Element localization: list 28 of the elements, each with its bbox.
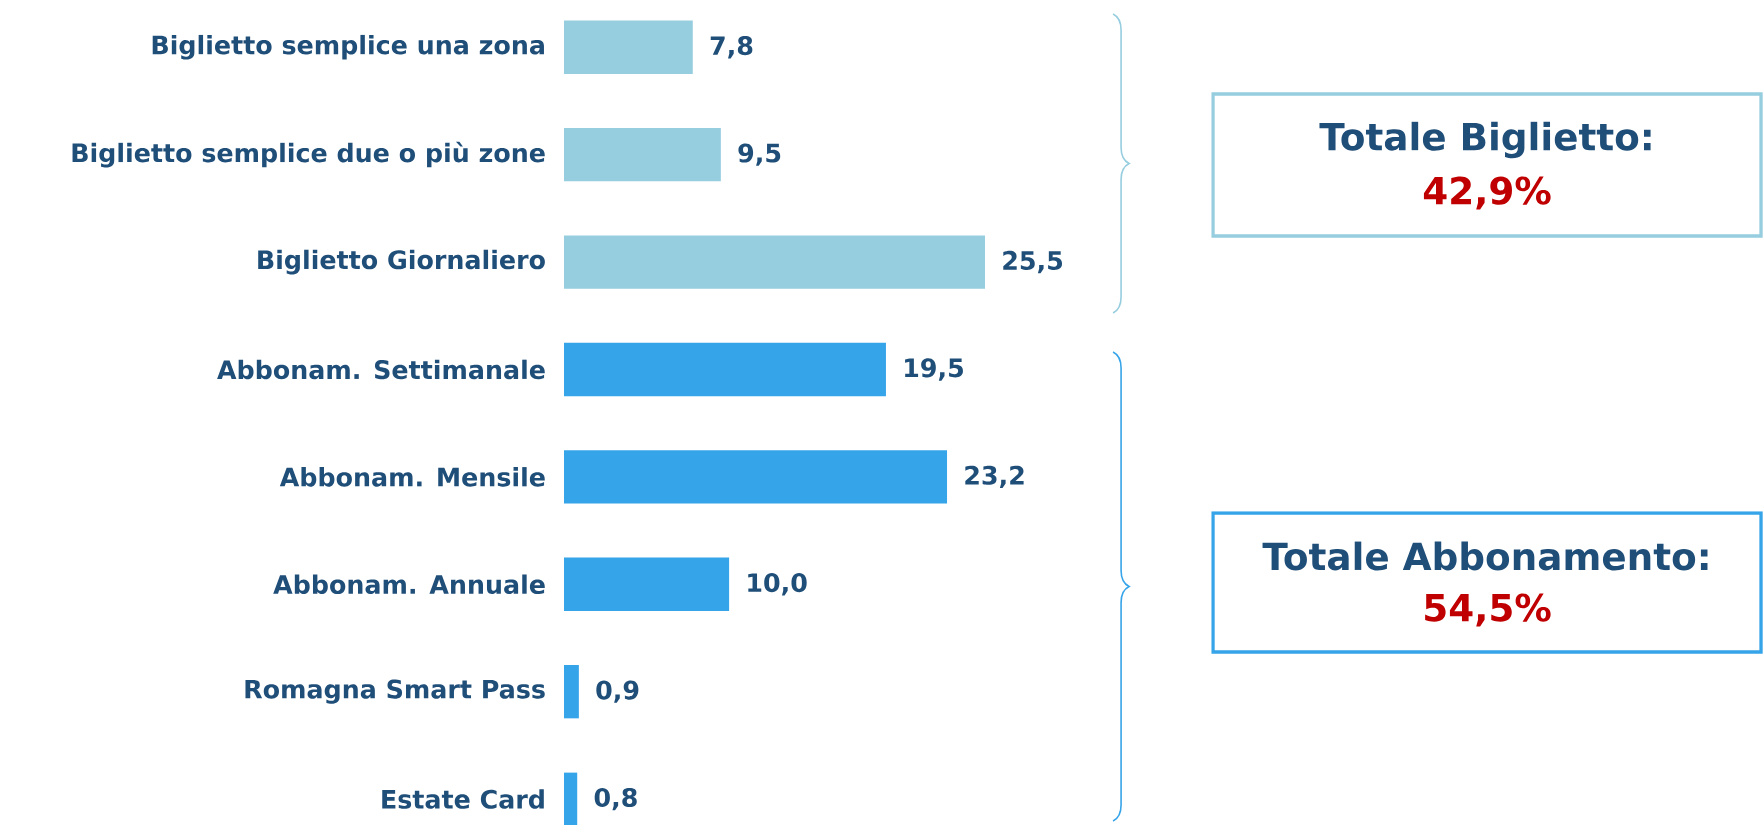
bar [564, 20, 693, 74]
data-label: 0,9 [596, 680, 639, 703]
data-label: 19,5 [905, 358, 963, 381]
y-tick-label: Abbonam. Settimanale [217, 359, 545, 380]
bar [564, 557, 730, 611]
bar [564, 772, 578, 825]
data-label: 25,5 [1003, 250, 1063, 274]
y-tick-label: Abbonam. Mensile [279, 467, 545, 487]
data-label: 23,2 [965, 465, 1024, 489]
y-tick-label: Romagna Smart Pass [245, 679, 545, 704]
data-label: 7,8 [710, 36, 753, 59]
y-tick-label: Biglietto Giornaliero [258, 249, 545, 275]
data-label: 10,0 [748, 573, 807, 596]
y-tick-label: Estate Card [382, 789, 544, 809]
text: Totale Abbonamento: [1262, 541, 1708, 571]
text: 54,5% [1425, 593, 1551, 627]
bar [564, 450, 948, 504]
bar [564, 128, 721, 182]
y-tick-label: Biglietto semplice una zona [152, 34, 544, 60]
y-tick-label: Abbonam. Annuale [273, 574, 545, 595]
bar [564, 235, 986, 289]
text: 42,9% [1423, 176, 1551, 210]
bar [564, 342, 886, 397]
data-label: 0,8 [594, 787, 637, 811]
y-tick-label: Biglietto semplice due o più zone [72, 141, 545, 168]
data-label: 9,5 [738, 143, 781, 166]
text: Totale Biglietto: [1319, 121, 1651, 159]
bar [564, 665, 579, 719]
